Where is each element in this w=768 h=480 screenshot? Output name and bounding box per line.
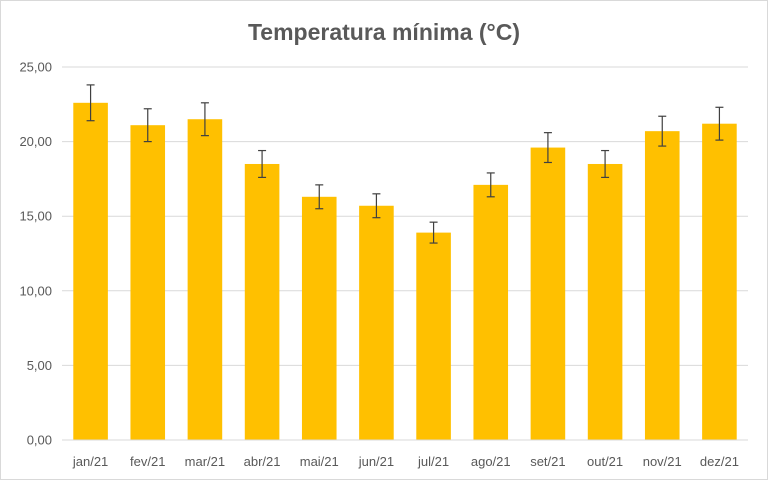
error-bar [543, 132, 552, 164]
bar [587, 163, 623, 441]
y-axis-ticks: 0,00 5,00 10,00 15,00 20,00 25,00 [19, 60, 52, 448]
bar [416, 232, 451, 440]
y-tick-label: 5,00 [27, 358, 52, 373]
error-bar [143, 108, 152, 143]
bars [73, 102, 737, 441]
x-tick-label: jan/21 [72, 454, 108, 469]
bar [301, 196, 337, 440]
error-bar [258, 149, 267, 179]
bar [359, 205, 394, 440]
x-tick-label: set/21 [530, 454, 565, 469]
bar [530, 147, 566, 440]
x-tick-label: ago/21 [471, 454, 511, 469]
y-tick-label: 15,00 [19, 209, 52, 224]
error-bar [601, 149, 610, 179]
gridlines [62, 66, 748, 366]
bar [244, 163, 280, 441]
bar [130, 125, 166, 441]
y-tick-label: 20,00 [19, 134, 52, 149]
error-bar [429, 221, 438, 244]
y-tick-label: 10,00 [19, 283, 52, 298]
error-bar [715, 106, 724, 141]
bar [473, 184, 509, 440]
x-tick-label: jun/21 [358, 454, 394, 469]
x-tick-label: jul/21 [417, 454, 449, 469]
x-tick-label: out/21 [587, 454, 623, 469]
bar [187, 119, 223, 440]
error-bar [200, 102, 209, 137]
x-tick-label: mar/21 [185, 454, 225, 469]
x-tick-label: abr/21 [244, 454, 281, 469]
x-tick-label: fev/21 [130, 454, 165, 469]
x-tick-label: dez/21 [700, 454, 739, 469]
x-axis-ticks: jan/21 fev/21 mar/21 abr/21 mai/21 jun/21 jul/… [72, 454, 739, 469]
bar [644, 131, 680, 440]
y-tick-label: 25,00 [19, 60, 52, 75]
error-bar [372, 193, 381, 219]
y-tick-label: 0,00 [27, 433, 52, 448]
error-bar [86, 84, 95, 122]
x-tick-label: mai/21 [300, 454, 339, 469]
bar [702, 123, 737, 441]
error-bar [486, 172, 495, 198]
error-bar [658, 115, 667, 147]
chart-title: Temperatura mínima (°C) [248, 19, 520, 45]
error-bars [86, 84, 724, 244]
error-bar [315, 184, 324, 210]
x-tick-label: nov/21 [643, 454, 682, 469]
bar [73, 102, 108, 441]
